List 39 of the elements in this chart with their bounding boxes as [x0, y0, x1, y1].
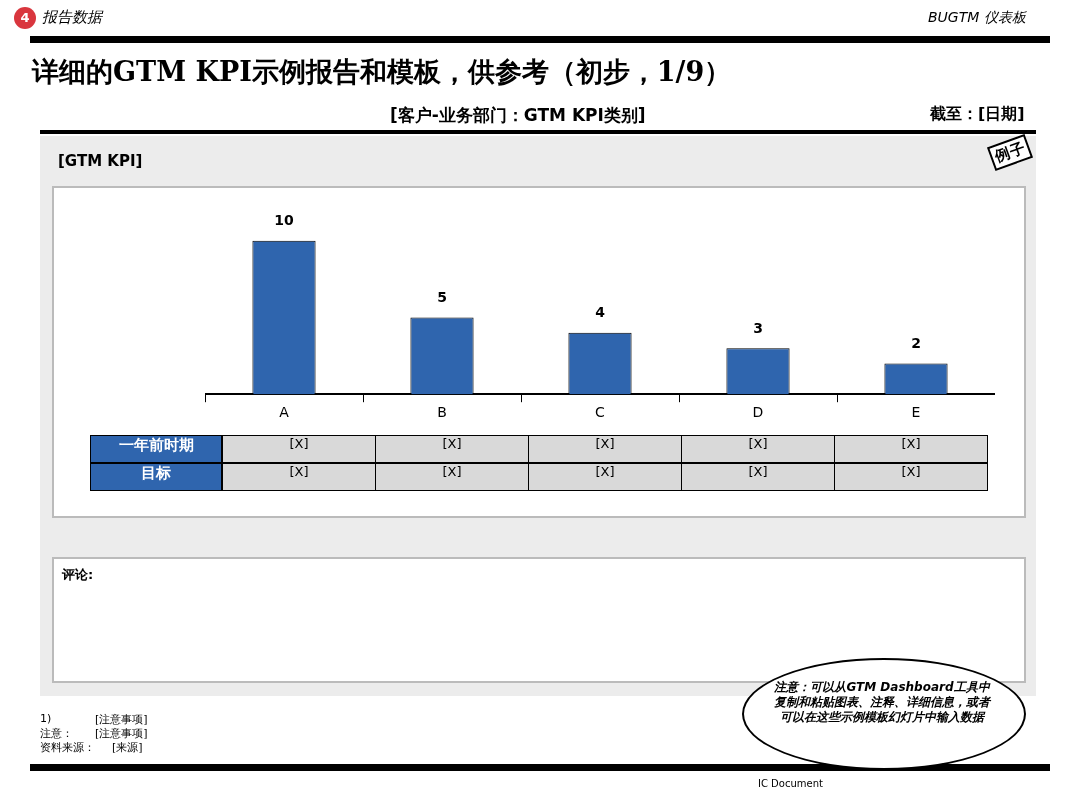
text: [GTM KPI]	[58, 152, 143, 170]
text: [X]	[375, 463, 529, 491]
x-tick-label: E	[911, 404, 921, 421]
text: 注意：可以从GTM Dashboard工具中复制和粘贴图表、注释、详细信息，或者可以在这些示例模板幻灯片中输入数据	[773, 680, 992, 725]
data-label: 2	[911, 335, 921, 352]
chart-title: 详细的GTM KPI示例报告和模板，供参考（初步，1/9）	[32, 55, 732, 89]
text: [注意事项]	[95, 712, 148, 727]
text: 1)	[40, 712, 52, 725]
text: 例子	[986, 133, 1034, 172]
text: 目标	[90, 463, 222, 491]
text: 报告数据	[42, 8, 102, 27]
text: [X]	[222, 435, 376, 463]
text: [X]	[681, 435, 835, 463]
text: 评论:	[62, 566, 94, 584]
text: BUGTM 仪表板	[928, 9, 1026, 27]
data-label: 5	[437, 289, 447, 306]
text: [注意事项]	[95, 726, 148, 741]
data-label: 10	[274, 212, 294, 229]
x-tick-label: C	[595, 404, 606, 421]
data-label: 3	[753, 319, 763, 336]
text: [X]	[222, 463, 376, 491]
text: 一年前时期	[90, 435, 222, 463]
text: [X]	[834, 435, 988, 463]
x-tick-label: D	[752, 404, 764, 421]
text: [来源]	[112, 740, 143, 755]
text: 截至：[日期]	[930, 104, 1025, 125]
text: [X]	[834, 463, 988, 491]
x-tick-label: B	[437, 404, 447, 421]
text: 4	[14, 7, 36, 29]
text: 注意：	[40, 726, 73, 741]
chart-subtitle: [客户-业务部门：GTM KPI类别]	[390, 104, 646, 127]
data-label: 4	[595, 304, 606, 321]
x-tick-label: A	[279, 404, 290, 421]
text: [X]	[528, 435, 682, 463]
text: [X]	[375, 435, 529, 463]
text: [X]	[528, 463, 682, 491]
text: [X]	[681, 463, 835, 491]
text: IC Document	[758, 778, 823, 789]
text: 资料来源：	[40, 740, 95, 755]
